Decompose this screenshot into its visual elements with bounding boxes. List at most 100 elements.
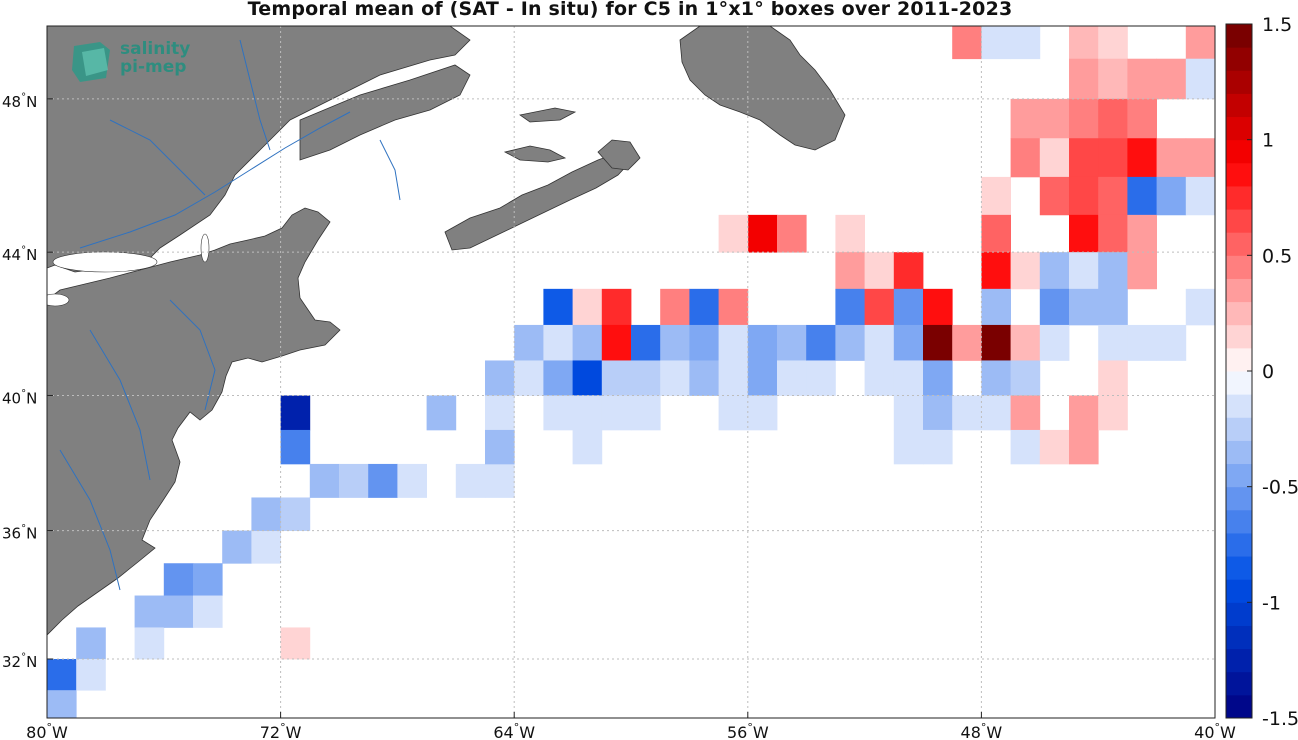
heatmap-cell bbox=[631, 360, 661, 396]
colorbar-level bbox=[1226, 440, 1252, 465]
heatmap-cell bbox=[485, 429, 515, 465]
heatmap-cell bbox=[1185, 26, 1215, 60]
colorbar-tick-label: 1.5 bbox=[1262, 14, 1292, 36]
heatmap-cell bbox=[718, 360, 749, 396]
north-america-landmass bbox=[47, 26, 471, 636]
heatmap-cell bbox=[280, 429, 311, 465]
colorbar-level bbox=[1226, 602, 1252, 626]
heatmap-cell bbox=[718, 324, 749, 361]
heatmap-cell bbox=[660, 324, 690, 361]
heatmap-cell bbox=[689, 360, 719, 396]
heatmap-cell bbox=[923, 324, 953, 361]
colorbar-level bbox=[1226, 139, 1252, 164]
heatmap-cell bbox=[1098, 324, 1128, 361]
heatmap-cell bbox=[1156, 58, 1187, 100]
heatmap-cell bbox=[572, 288, 603, 326]
y-tick-label: 48°N bbox=[2, 92, 37, 111]
colorbar-level bbox=[1226, 324, 1252, 349]
heatmap-cell bbox=[893, 252, 924, 290]
heatmap-cell bbox=[543, 324, 573, 361]
y-tick-label: 32°N bbox=[2, 652, 37, 671]
y-tick-label: 40°N bbox=[2, 388, 37, 407]
logo: salinity pi-mep bbox=[70, 40, 210, 90]
heatmap-cell bbox=[981, 360, 1011, 396]
river-2 bbox=[239, 39, 271, 151]
heatmap-cell bbox=[981, 0, 1011, 18]
heatmap-cell bbox=[1010, 395, 1041, 431]
heatmap-cell bbox=[514, 360, 544, 396]
heatmap-cell bbox=[76, 627, 106, 660]
heatmap-cell bbox=[923, 360, 953, 396]
colorbar-level bbox=[1226, 47, 1252, 71]
heatmap-cell bbox=[806, 324, 836, 361]
heatmap-cell bbox=[572, 360, 603, 396]
heatmap-cell bbox=[952, 324, 982, 361]
heatmap-cell bbox=[893, 360, 924, 396]
heatmap-cell bbox=[1039, 138, 1070, 178]
heatmap-cell bbox=[981, 395, 1011, 431]
heatmap-cell bbox=[1039, 429, 1070, 465]
heatmap-cell bbox=[660, 288, 690, 326]
heatmap-cell bbox=[1185, 176, 1215, 216]
y-tick-label: 44°N bbox=[2, 245, 37, 264]
heatmap-cell bbox=[193, 563, 223, 596]
heatmap-cell bbox=[485, 360, 515, 396]
heatmap-cell bbox=[1098, 26, 1128, 60]
heatmap-cell bbox=[1185, 58, 1215, 100]
heatmap-cell bbox=[280, 395, 311, 431]
heatmap-cell bbox=[1156, 138, 1187, 178]
heatmap-cell bbox=[1069, 176, 1099, 216]
heatmap-cell bbox=[1069, 58, 1099, 100]
heatmap-cell bbox=[835, 324, 865, 361]
heatmap-cell bbox=[601, 395, 632, 431]
heatmap-cell bbox=[1156, 176, 1187, 216]
heatmap-cell bbox=[660, 360, 690, 396]
colorbar-level bbox=[1226, 671, 1252, 696]
heatmap-cell bbox=[280, 497, 311, 531]
heatmap-cell bbox=[251, 530, 281, 564]
heatmap-cell bbox=[835, 252, 865, 290]
lake-ontario bbox=[52, 251, 158, 273]
heatmap-cell bbox=[747, 214, 778, 253]
heatmap-cell bbox=[1010, 98, 1041, 139]
colorbar-level bbox=[1226, 486, 1252, 511]
heatmap-cell bbox=[631, 395, 661, 431]
colorbar-tick-label: -0.5 bbox=[1262, 477, 1298, 499]
heatmap-cell bbox=[747, 395, 778, 431]
heatmap-cell bbox=[1098, 395, 1128, 431]
colorbar-level bbox=[1226, 509, 1252, 534]
heatmap-cell bbox=[1127, 176, 1157, 216]
heatmap-cell bbox=[572, 395, 603, 431]
heatmap-cell bbox=[893, 288, 924, 326]
chart-title: Temporal mean of (SAT - In situ) for C5 … bbox=[247, 0, 1013, 20]
heatmap-cell bbox=[981, 26, 1011, 60]
river-1 bbox=[109, 119, 206, 196]
heatmap-cell bbox=[601, 324, 632, 361]
cape-breton-landmass bbox=[597, 139, 641, 171]
heatmap-cell bbox=[485, 395, 515, 431]
heatmap-cell bbox=[1127, 58, 1157, 100]
heatmap-cell bbox=[1010, 252, 1041, 290]
heatmap-cell bbox=[514, 324, 544, 361]
rivers-layer bbox=[59, 39, 401, 591]
heatmap-cell bbox=[485, 463, 515, 498]
heatmap-cell bbox=[1039, 324, 1070, 361]
heatmap-cell bbox=[893, 324, 924, 361]
heatmap-cell bbox=[1069, 214, 1099, 253]
colorbar-level bbox=[1226, 185, 1252, 210]
river-5 bbox=[379, 139, 401, 201]
anticosti-landmass bbox=[519, 107, 577, 123]
heatmap-cell bbox=[864, 360, 895, 396]
heatmap-cell bbox=[689, 288, 719, 326]
heatmap-cell bbox=[1127, 252, 1157, 290]
heatmap-cell bbox=[1010, 26, 1041, 60]
gaspe-landmass bbox=[299, 64, 471, 161]
heatmap-cell bbox=[543, 360, 573, 396]
x-tick-label: 40°W bbox=[1194, 721, 1236, 740]
heatmap-cell bbox=[689, 324, 719, 361]
heatmap-cell bbox=[251, 497, 281, 531]
heatmap-cell bbox=[339, 463, 369, 498]
colorbar-tick-label: 1 bbox=[1262, 130, 1274, 152]
heatmap-cell bbox=[747, 360, 778, 396]
